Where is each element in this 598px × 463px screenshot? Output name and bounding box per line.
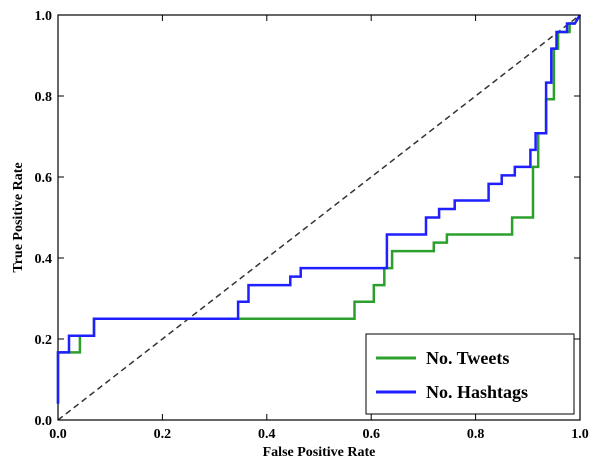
y-axis-label: True Positive Rate xyxy=(11,162,26,272)
y-tick-label: 0.2 xyxy=(35,333,53,348)
x-tick-label: 0.2 xyxy=(154,427,172,442)
legend: No. Tweets No. Hashtags xyxy=(365,333,575,415)
legend-box xyxy=(365,333,575,415)
tick-labels: 0.0 0.2 0.4 0.6 0.8 1.0 0.0 0.2 0.4 0.6 0.8 1.0 xyxy=(35,9,589,442)
diagonal-reference-line xyxy=(57,14,581,421)
plot-frame xyxy=(57,14,581,421)
y-tick-label: 0.8 xyxy=(35,90,53,105)
x-tick-label: 0.0 xyxy=(49,427,67,442)
x-tick-label: 0.6 xyxy=(362,427,380,442)
x-tick-label: 0.4 xyxy=(258,427,276,442)
legend-label-hashtags: No. Hashtags xyxy=(426,382,528,402)
y-tick-label: 1.0 xyxy=(35,9,53,24)
x-tick-label: 1.0 xyxy=(571,427,589,442)
series-line-hashtags xyxy=(56,14,582,404)
x-tick-label: 0.8 xyxy=(467,427,485,442)
y-tick-label: 0.0 xyxy=(35,414,53,429)
x-axis-label: False Positive Rate xyxy=(263,445,376,460)
legend-label-tweets: No. Tweets xyxy=(426,348,509,368)
y-tick-label: 0.4 xyxy=(35,252,53,267)
y-tick-label: 0.6 xyxy=(35,171,53,186)
plot-area xyxy=(56,14,582,421)
